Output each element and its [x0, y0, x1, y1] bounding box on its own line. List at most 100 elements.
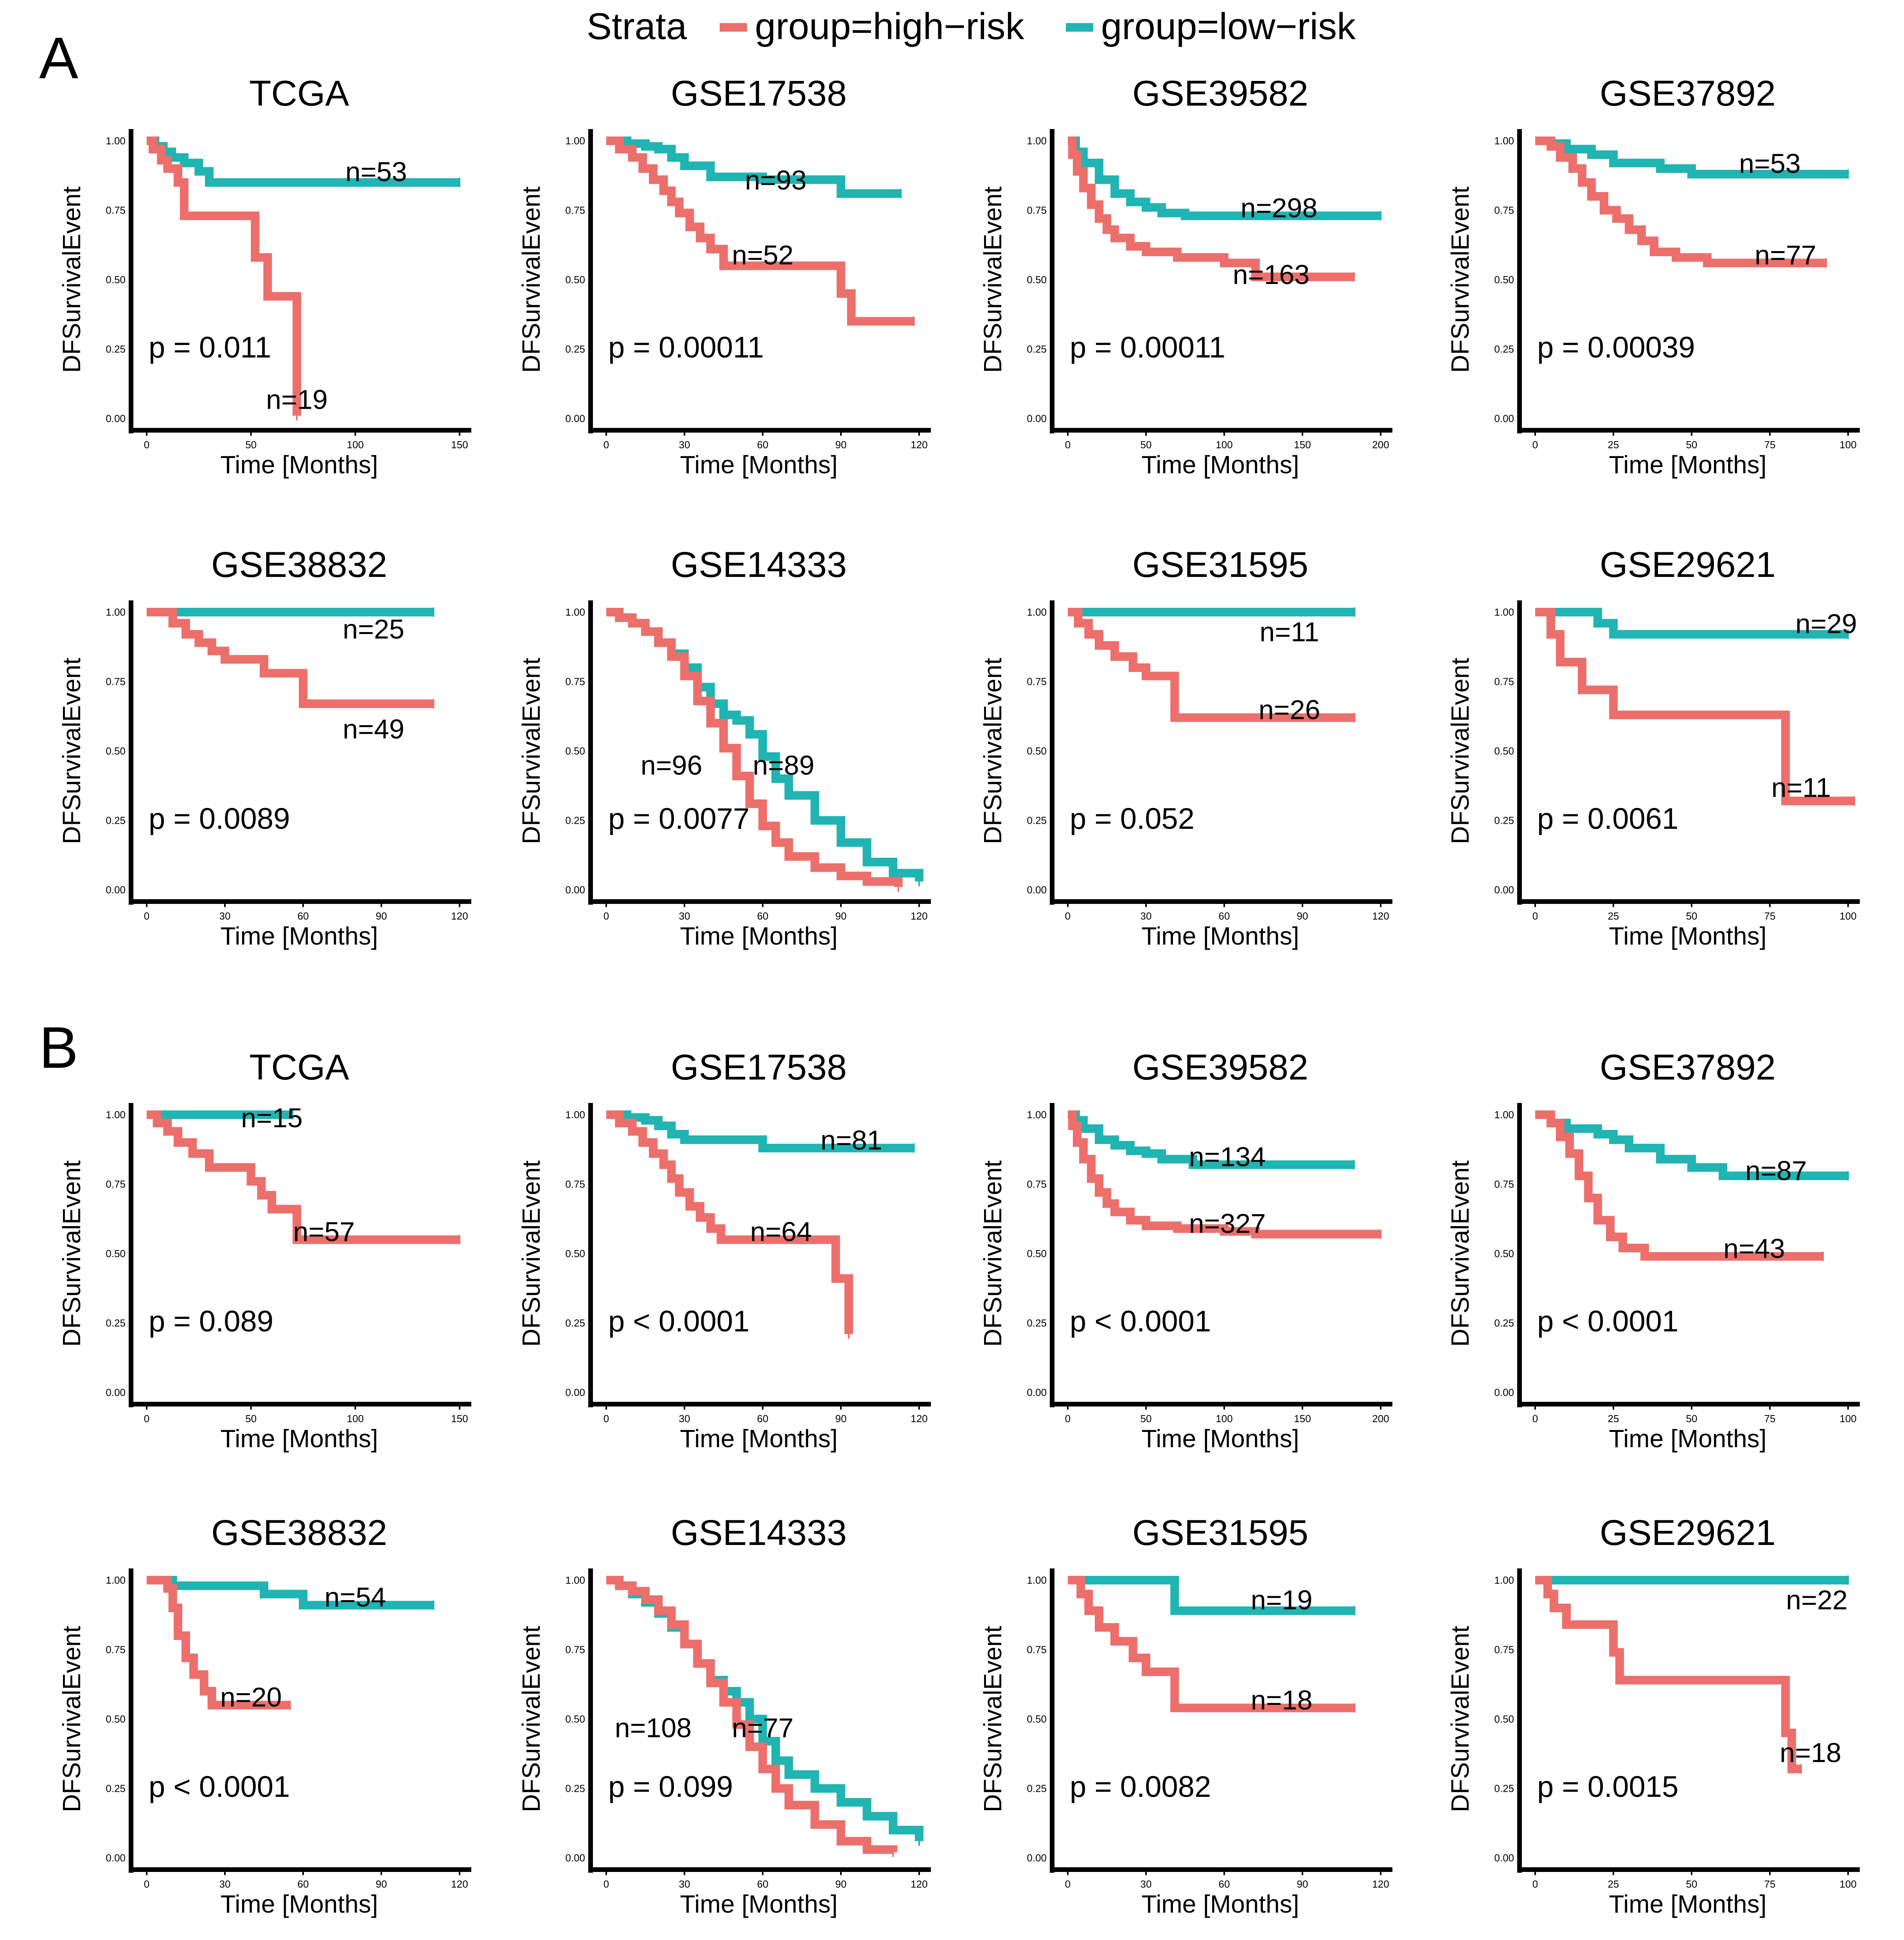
y-tick-label: 0.25 [1494, 343, 1514, 355]
x-tick-label: 50 [245, 1413, 257, 1424]
x-axis-label: Time [Months] [680, 1424, 837, 1453]
p-value: p = 0.0089 [149, 802, 290, 835]
y-tick-label: 1.00 [1494, 1574, 1514, 1586]
x-axis-label: Time [Months] [1141, 1424, 1299, 1453]
y-tick-label: 0.50 [1494, 274, 1514, 286]
low-risk-curve [606, 137, 901, 198]
n-label-high-risk: n=18 [1251, 1685, 1313, 1715]
x-tick-label: 30 [219, 910, 231, 922]
x-axis-label: Time [Months] [1609, 1890, 1766, 1918]
high-risk-curve [147, 137, 301, 416]
x-tick-label: 75 [1764, 1878, 1776, 1890]
y-tick-label: 0.50 [106, 1713, 126, 1725]
y-tick-label: 1.00 [1494, 135, 1514, 147]
x-tick-label: 100 [1839, 1878, 1856, 1890]
x-tick-label: 50 [1141, 439, 1152, 451]
x-axis-label: Time [Months] [220, 1890, 378, 1918]
y-tick-label: 0.75 [1027, 205, 1047, 216]
y-tick-label: 0.75 [565, 205, 585, 216]
x-tick-label: 0 [604, 910, 609, 922]
x-axis-label: Time [Months] [220, 1424, 378, 1453]
n-label-high-risk: n=20 [220, 1682, 282, 1712]
n-label-low-risk: n=87 [1745, 1155, 1807, 1186]
x-tick-label: 100 [347, 439, 364, 451]
x-tick-label: 0 [144, 439, 149, 451]
low-risk-curve [147, 137, 460, 187]
km-chart: GSE37892 0.00 0.25 0.50 0.75 1.00 0 25 50 75 100 Ti… [1446, 1047, 1860, 1453]
x-tick-label: 100 [1216, 1413, 1232, 1424]
y-tick-label: 0.25 [1494, 1317, 1514, 1329]
x-axis-label: Time [Months] [1609, 1424, 1766, 1453]
y-tick-label: 0.50 [106, 274, 126, 286]
p-value: p < 0.0001 [149, 1770, 290, 1803]
low-risk-curve [147, 1576, 434, 1609]
p-value: p = 0.00011 [1070, 331, 1225, 364]
x-tick-label: 150 [1294, 1413, 1311, 1424]
y-axis-label: DFSurvivalEvent [979, 186, 1007, 373]
chart-title: GSE37892 [1600, 74, 1776, 113]
y-tick-label: 0.50 [1027, 745, 1047, 757]
p-value: p < 0.0001 [608, 1305, 749, 1338]
high-risk-curve [606, 1576, 898, 1854]
y-tick-label: 0.50 [565, 1248, 585, 1259]
p-value: p = 0.00011 [608, 331, 764, 364]
p-value: p = 0.089 [149, 1305, 273, 1338]
n-label-low-risk: n=19 [1251, 1585, 1313, 1615]
n-label-low-risk: n=15 [241, 1103, 303, 1133]
n-label-low-risk: n=53 [1739, 148, 1801, 179]
x-tick-label: 100 [347, 1413, 364, 1424]
x-tick-label: 90 [835, 1413, 847, 1424]
km-chart: GSE14333 0.00 0.25 0.50 0.75 1.00 0 30 60 90 120 Ti… [517, 1513, 931, 1918]
y-tick-label: 1.00 [1027, 1109, 1047, 1121]
y-tick-label: 0.25 [565, 815, 585, 826]
y-tick-label: 1.00 [106, 1109, 126, 1121]
x-tick-label: 60 [757, 910, 769, 922]
low-risk-curve [606, 608, 923, 882]
x-axis-label: Time [Months] [1609, 451, 1766, 479]
low-risk-curve [1068, 1576, 1355, 1615]
y-tick-label: 0.75 [106, 205, 126, 216]
y-tick-label: 0.00 [1494, 884, 1514, 896]
y-tick-label: 0.25 [1027, 815, 1047, 826]
km-chart: GSE38832 0.00 0.25 0.50 0.75 1.00 0 30 60 90 120 Ti… [57, 545, 471, 950]
n-label-high-risk: n=49 [343, 714, 404, 744]
y-tick-label: 1.00 [106, 1574, 126, 1586]
x-tick-label: 60 [1219, 910, 1230, 922]
km-chart: GSE39582 0.00 0.25 0.50 0.75 1.00 0 50 100 150 200… [979, 1047, 1392, 1453]
n-label-low-risk: n=298 [1241, 192, 1318, 223]
x-tick-label: 30 [679, 1413, 690, 1424]
y-tick-label: 0.00 [1027, 884, 1047, 896]
x-tick-label: 200 [1372, 1413, 1389, 1424]
x-tick-label: 0 [604, 1878, 609, 1890]
x-tick-label: 120 [911, 439, 927, 451]
high-risk-curve [147, 1576, 290, 1710]
x-tick-label: 0 [1532, 1413, 1538, 1424]
n-label-high-risk: n=64 [750, 1216, 812, 1247]
y-tick-label: 1.00 [565, 606, 585, 618]
x-tick-label: 100 [1839, 439, 1856, 451]
x-tick-label: 30 [1141, 1878, 1152, 1890]
km-chart: TCGA 0.00 0.25 0.50 0.75 1.00 0 50 100 150 Time [M… [57, 74, 471, 479]
chart-title: TCGA [249, 74, 349, 113]
high-risk-curve [1068, 137, 1354, 281]
n-label-high-risk: n=43 [1723, 1233, 1785, 1264]
high-risk-curve [1068, 1110, 1381, 1239]
y-tick-label: 0.75 [106, 676, 126, 688]
y-tick-label: 0.00 [1027, 1852, 1047, 1864]
n-label-high-risk: n=108 [615, 1712, 692, 1743]
x-tick-label: 0 [144, 910, 149, 922]
y-tick-label: 0.00 [1027, 1387, 1047, 1398]
y-tick-label: 0.50 [565, 745, 585, 757]
y-tick-label: 0.25 [106, 815, 126, 826]
x-tick-label: 30 [679, 1878, 690, 1890]
y-axis-label: DFSurvivalEvent [979, 1160, 1007, 1347]
y-tick-label: 0.50 [565, 274, 585, 286]
x-tick-label: 75 [1764, 910, 1776, 922]
n-label-low-risk: n=134 [1189, 1142, 1266, 1172]
chart-title: GSE37892 [1600, 1047, 1776, 1087]
n-label-low-risk: n=77 [732, 1712, 794, 1743]
y-axis-label: DFSurvivalEvent [517, 186, 545, 373]
high-risk-curve [1068, 608, 1355, 722]
